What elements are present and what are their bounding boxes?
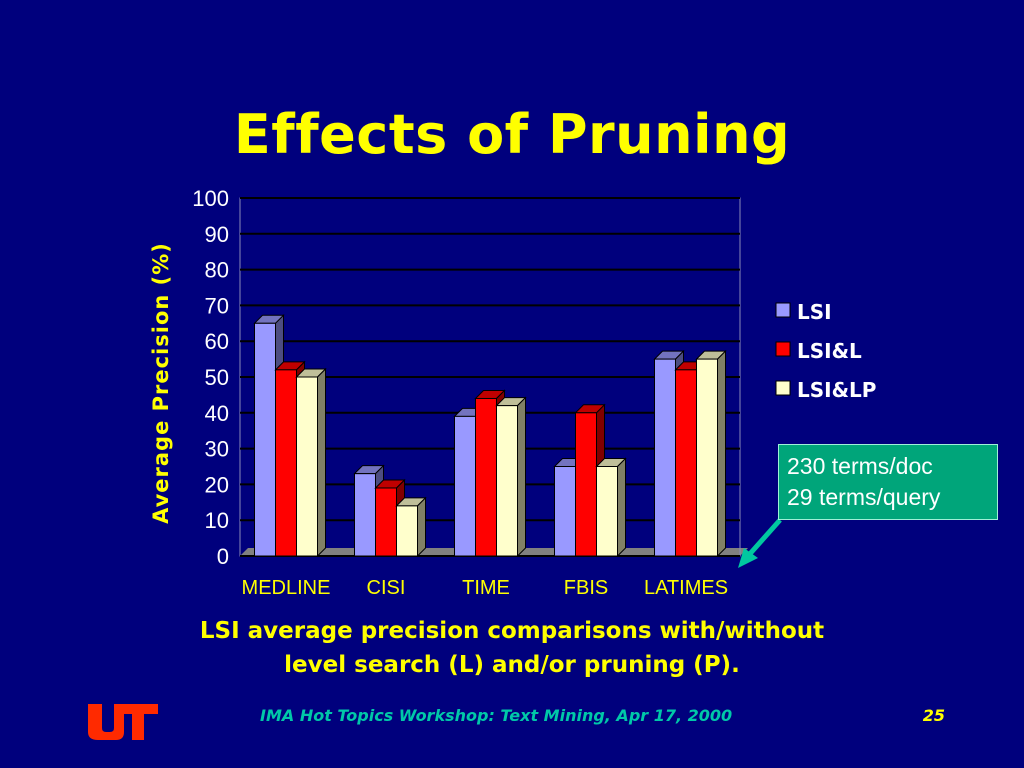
caption-line2: level search (L) and/or pruning (P). xyxy=(284,652,740,678)
y-tick-label: 10 xyxy=(205,508,229,533)
y-tick-label: 100 xyxy=(192,186,229,211)
bar xyxy=(695,349,727,558)
y-tick-label: 50 xyxy=(205,365,229,390)
y-tick-labels: 0 10 20 30 40 50 60 70 80 90 100 xyxy=(192,186,229,569)
y-tick-label: 40 xyxy=(205,401,229,426)
callout-line2: 29 terms/query xyxy=(787,484,941,510)
caption-line1: LSI average precision comparisons with/w… xyxy=(199,618,825,644)
y-tick-label: 90 xyxy=(205,222,229,247)
chart-caption: LSI average precision comparisons with/w… xyxy=(0,614,1024,682)
y-tick-label: 70 xyxy=(205,293,229,318)
y-tick-label: 30 xyxy=(205,437,229,462)
x-tick-labels: MEDLINE CISI TIME FBIS LATIMES xyxy=(242,577,729,599)
y-tick-label: 20 xyxy=(205,472,229,497)
y-tick-label: 0 xyxy=(217,544,229,569)
bar xyxy=(595,457,627,558)
bar xyxy=(395,496,427,558)
callout-arrow xyxy=(738,518,782,568)
bar xyxy=(295,367,327,558)
y-axis-label: Average Precision (%) xyxy=(149,242,173,524)
x-tick-label: MEDLINE xyxy=(242,577,331,599)
legend-item: LSI&LP xyxy=(775,378,876,402)
slide-title: Effects of Pruning xyxy=(233,103,791,166)
legend-swatch xyxy=(775,341,791,357)
legend-swatch xyxy=(775,380,791,396)
callout-line1: 230 terms/doc xyxy=(787,453,933,479)
legend-label: LSI&LP xyxy=(797,378,876,402)
x-tick-label: FBIS xyxy=(564,577,608,599)
legend-label: LSI&L xyxy=(797,339,862,363)
legend-item: LSI&L xyxy=(775,339,862,363)
bar-chart: 0 10 20 30 40 50 60 70 80 90 100 MEDLINE CISI TIME FB… xyxy=(149,186,876,599)
y-tick-label: 60 xyxy=(205,329,229,354)
x-tick-label: LATIMES xyxy=(644,577,728,599)
footer-text: IMA Hot Topics Workshop: Text Mining, Ap… xyxy=(260,706,733,725)
chart-bars xyxy=(253,314,727,558)
chart-legend: LSI LSI&L LSI&LP xyxy=(775,300,876,402)
x-tick-label: TIME xyxy=(462,577,510,599)
page-number: 25 xyxy=(922,706,945,725)
legend-label: LSI xyxy=(797,300,832,324)
x-tick-label: CISI xyxy=(367,577,406,599)
ut-logo xyxy=(88,704,158,740)
legend-item: LSI xyxy=(775,300,832,324)
y-tick-label: 80 xyxy=(205,258,229,283)
legend-swatch xyxy=(775,302,791,318)
bar xyxy=(495,396,527,558)
callout-box: 230 terms/doc 29 terms/query xyxy=(778,444,998,520)
